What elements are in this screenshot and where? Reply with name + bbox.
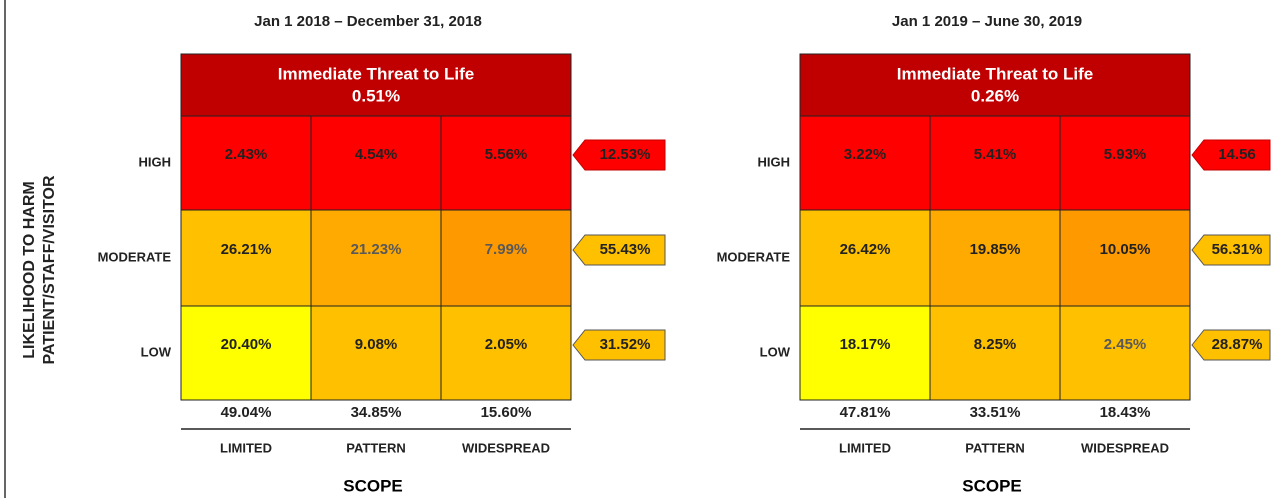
- matrix-cell: [799, 209, 931, 307]
- column-total: 18.43%: [1100, 404, 1151, 421]
- row-total: 12.53%: [600, 146, 651, 163]
- cell-value: 2.05%: [485, 336, 528, 353]
- cell-value: 26.42%: [840, 241, 891, 258]
- row-total-tag: [1191, 139, 1271, 171]
- cell-value: 20.40%: [221, 336, 272, 353]
- x-axis-label: SCOPE: [343, 476, 403, 495]
- x-axis-label: SCOPE: [962, 476, 1022, 495]
- row-total: 55.43%: [600, 241, 651, 258]
- cell-value: 8.25%: [974, 336, 1017, 353]
- column-total: 47.81%: [840, 404, 891, 421]
- matrix-cell: [310, 209, 442, 307]
- row-total-tag: [1191, 234, 1271, 266]
- cell-value: 4.54%: [355, 146, 398, 163]
- row-total: 56.31%: [1212, 241, 1263, 258]
- top-band: [799, 53, 1191, 117]
- cell-value: 2.45%: [1104, 336, 1147, 353]
- matrix-cell: [310, 115, 442, 211]
- column-label: LIMITED: [220, 440, 272, 455]
- matrix-cell: [1059, 115, 1191, 211]
- cell-value: 5.93%: [1104, 146, 1147, 163]
- column-label: WIDESPREAD: [1081, 440, 1169, 455]
- matrix-cell: [180, 305, 312, 401]
- top-value: 0.51%: [352, 86, 400, 105]
- row-total: 28.87%: [1212, 336, 1263, 353]
- cell-value: 5.56%: [485, 146, 528, 163]
- matrix-cell: [180, 115, 312, 211]
- column-total: 33.51%: [970, 404, 1021, 421]
- cell-value: 18.17%: [840, 336, 891, 353]
- top-label: Immediate Threat to Life: [278, 64, 474, 83]
- matrix-cell: [1059, 305, 1191, 401]
- row-label: MODERATE: [717, 249, 791, 264]
- matrix-cell: [440, 115, 572, 211]
- row-total: 14.56: [1218, 146, 1256, 163]
- cell-value: 9.08%: [355, 336, 398, 353]
- cell-value: 5.41%: [974, 146, 1017, 163]
- row-label: MODERATE: [98, 249, 172, 264]
- matrix-cell: [799, 305, 931, 401]
- column-label: PATTERN: [965, 440, 1024, 455]
- matrix-cell: [929, 305, 1061, 401]
- matrix-cell: [929, 115, 1061, 211]
- row-label: LOW: [141, 344, 172, 359]
- cell-value: 26.21%: [221, 241, 272, 258]
- row-label: HIGH: [758, 154, 791, 169]
- matrix-cell: [1059, 209, 1191, 307]
- column-total: 49.04%: [221, 404, 272, 421]
- y-axis-label: PATIENT/STAFF/VISITOR: [41, 175, 58, 364]
- column-label: PATTERN: [346, 440, 405, 455]
- row-label: LOW: [760, 344, 791, 359]
- cell-value: 3.22%: [844, 146, 887, 163]
- matrix-cell: [180, 209, 312, 307]
- column-label: WIDESPREAD: [462, 440, 550, 455]
- matrix-cell: [310, 305, 442, 401]
- matrix-cell: [799, 115, 931, 211]
- cell-value: 7.99%: [485, 241, 528, 258]
- column-total: 34.85%: [351, 404, 402, 421]
- matrix-cell: [440, 305, 572, 401]
- cell-value: 19.85%: [970, 241, 1021, 258]
- top-label: Immediate Threat to Life: [897, 64, 1093, 83]
- y-axis-label: LIKELIHOOD TO HARM: [21, 181, 38, 358]
- row-total-tag: [572, 139, 666, 171]
- cell-value: 2.43%: [225, 146, 268, 163]
- row-total: 31.52%: [600, 336, 651, 353]
- cell-value: 21.23%: [351, 241, 402, 258]
- row-total-tag: [1191, 329, 1271, 361]
- row-total-tag: [572, 329, 666, 361]
- top-band: [180, 53, 572, 117]
- column-label: LIMITED: [839, 440, 891, 455]
- column-total: 15.60%: [481, 404, 532, 421]
- matrix-cell: [440, 209, 572, 307]
- top-value: 0.26%: [971, 86, 1019, 105]
- matrix-cell: [929, 209, 1061, 307]
- row-total-tag: [572, 234, 666, 266]
- cell-value: 10.05%: [1100, 241, 1151, 258]
- row-label: HIGH: [139, 154, 172, 169]
- period-title: Jan 1 2019 – June 30, 2019: [892, 13, 1082, 30]
- period-title: Jan 1 2018 – December 31, 2018: [254, 13, 482, 30]
